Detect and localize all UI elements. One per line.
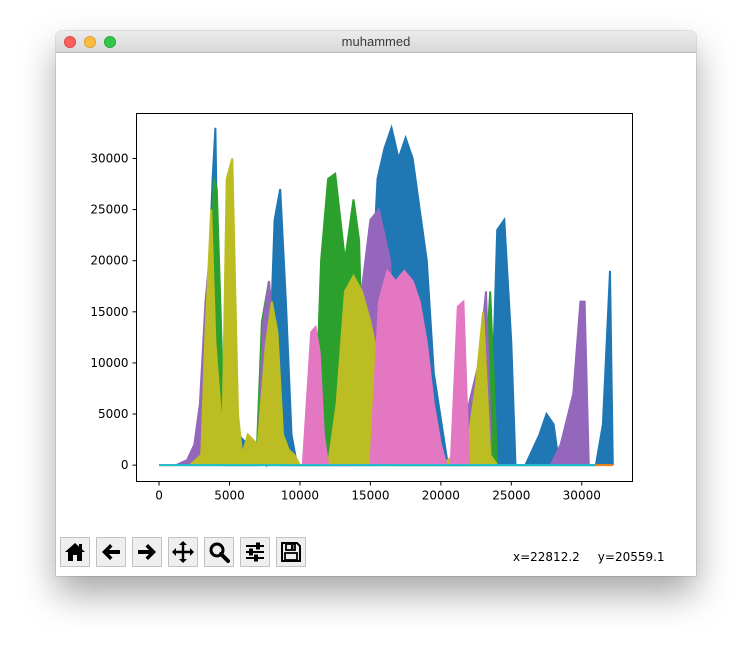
window-title: muhammed [341, 34, 411, 49]
configure-subplots-icon [246, 542, 264, 562]
pan-button[interactable] [168, 537, 198, 567]
y-coordinate-readout: y=20559.1 [597, 550, 665, 564]
x-tick-label: 20000 [422, 489, 460, 503]
x-tick-label: 25000 [492, 489, 530, 503]
save-button[interactable] [276, 537, 306, 567]
zoom-magnifier-icon [209, 542, 230, 563]
back-button[interactable] [96, 537, 126, 567]
home-button[interactable] [60, 537, 90, 567]
save-figure-icon [281, 542, 301, 562]
pan-move-icon [172, 541, 194, 563]
back-arrow-icon [102, 544, 120, 560]
x-coordinate-readout: x=22812.2 [513, 550, 580, 564]
figure-canvas[interactable]: 0 5000 10000 15000 20000 25000 30000 0 5000 10000… [56, 54, 696, 529]
navigation-toolbar: x=22812.2 y=20559.1 [56, 529, 696, 576]
minimize-window-button[interactable] [84, 36, 96, 48]
y-tick-label: 0 [121, 458, 129, 472]
x-tick-label: 30000 [563, 489, 601, 503]
x-tick-label: 5000 [214, 489, 245, 503]
y-tick-label: 5000 [98, 407, 129, 421]
y-tick-label: 20000 [90, 254, 128, 268]
y-tick-label: 10000 [90, 356, 128, 370]
cursor-coordinates: x=22812.2 y=20559.1 [513, 550, 683, 564]
home-icon [65, 543, 85, 561]
plot-frame [136, 113, 633, 482]
y-tick-label: 25000 [90, 203, 128, 217]
close-window-button[interactable] [64, 36, 76, 48]
x-tick-label: 0 [155, 489, 163, 503]
zoom-button[interactable] [204, 537, 234, 567]
y-tick-label: 15000 [90, 305, 128, 319]
plot-window: muhammed 0 5000 10000 15000 20000 25000 30000 0… [56, 31, 696, 576]
forward-arrow-icon [138, 544, 156, 560]
title-bar[interactable]: muhammed [56, 31, 696, 53]
series-6-area [302, 270, 469, 466]
forward-button[interactable] [132, 537, 162, 567]
zoom-window-button[interactable] [104, 36, 116, 48]
configure-subplots-button[interactable] [240, 537, 270, 567]
x-tick-label: 10000 [281, 489, 319, 503]
series-1-line [200, 124, 614, 468]
y-tick-label: 30000 [90, 151, 128, 165]
x-tick-label: 15000 [351, 489, 389, 503]
